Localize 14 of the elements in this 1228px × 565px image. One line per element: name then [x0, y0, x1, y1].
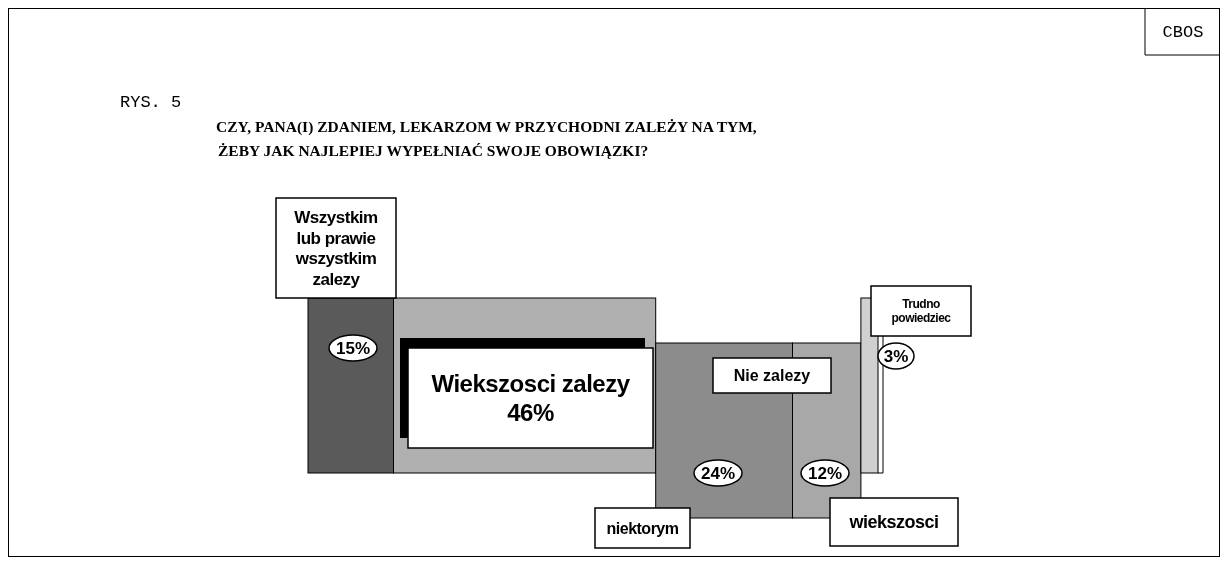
annotation: Nie zalezy [733, 367, 811, 384]
data-label: 3% [883, 347, 909, 366]
chart-title: CZY, PANA(I) ZDANIEM, LEKARZOM W PRZYCHODNI ZALEŻY NA TYM, ŻEBY JAK NAJLEPIEJ WYPEŁNIAĆ SWOJE OBOWIĄZKI? [216, 118, 757, 159]
text: CBOS [1162, 23, 1204, 42]
text: RYS. 5 [120, 93, 182, 112]
data-label: 12% [807, 464, 843, 483]
series-label: Trudno powiedziec [891, 297, 952, 326]
data-label: 24% [700, 464, 736, 483]
series-label: niektorym [606, 519, 679, 537]
series-label: Wszystkim lub prawie wszystkim zalezy [294, 208, 379, 289]
series-label: wiekszosci [848, 512, 939, 533]
data-label: 15% [335, 339, 371, 358]
series-label: Wiekszosci zalezy [431, 370, 631, 397]
data-label: 46% [507, 398, 554, 426]
